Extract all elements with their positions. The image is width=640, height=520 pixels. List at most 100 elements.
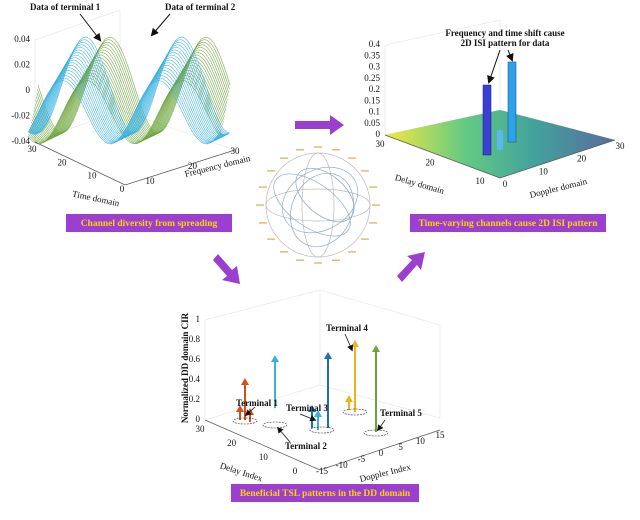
wave-line (32, 57, 226, 139)
panel-2: Frequency and time shift cause 2D ISI pa… (384, 19, 616, 232)
z-tick-label: 0.6 (189, 354, 201, 364)
stem-head (351, 340, 359, 347)
x-tick-label: 10 (476, 176, 486, 186)
x-label: Time domain (71, 189, 120, 209)
stem-head (345, 395, 353, 402)
pointer (276, 426, 291, 443)
z-tick-label: 0.8 (189, 334, 201, 344)
pointer (377, 419, 386, 432)
base-ring (232, 417, 258, 425)
terminal-label: Terminal 1 (236, 398, 278, 408)
x-tick-label: 10 (259, 452, 269, 462)
caption: Beneficial TSL patterns in the DD domain (240, 489, 411, 499)
z-tick-label: 0.1 (369, 107, 380, 117)
y-tick-label: -15 (316, 466, 328, 476)
pointer (344, 333, 354, 352)
caption-box (66, 214, 232, 232)
x-tick-label: 0 (120, 184, 125, 194)
pointer (244, 406, 256, 417)
caption: Time-varying channels cause 2D ISI patte… (418, 219, 598, 229)
z-tick-label: -0.02 (11, 111, 30, 121)
pointer (79, 13, 102, 42)
z-tick-label: 0 (196, 414, 201, 424)
panel-1: Time domain Frequency domain Data of ter… (27, 2, 252, 232)
z-tick-label: 0 (26, 85, 31, 95)
x-tick-label: 30 (376, 139, 386, 149)
wave-line (29, 69, 223, 142)
stem-head (324, 352, 332, 359)
terminal-label: Terminal 4 (326, 323, 368, 333)
x-tick-label: 30 (28, 144, 38, 154)
x-label: Delay Index (219, 460, 265, 483)
y-tick-label: 10 (416, 436, 426, 446)
isi-bar (497, 130, 503, 150)
stem-head (236, 405, 244, 412)
x-tick-label: 20 (58, 157, 68, 167)
sphere (265, 152, 371, 258)
terminal-label: Terminal 5 (380, 408, 422, 418)
y-tick-label: 30 (616, 141, 626, 151)
y-label: Doppler Index (359, 461, 413, 483)
base-ring (363, 429, 389, 437)
stem-head (308, 405, 316, 412)
stem-head (372, 345, 380, 352)
z-tick-label: 0.4 (189, 374, 201, 384)
z-label: Normalized DD domain CIR (180, 312, 190, 423)
panel-3: Normalized DD domain CIR Delay Index Dop… (180, 289, 441, 502)
y-tick-label: 20 (188, 161, 198, 171)
z-tick-label: -0.04 (11, 136, 30, 146)
terminal-label: Terminal 2 (285, 441, 327, 451)
z-tick-label: 1 (196, 314, 201, 324)
wave-line (27, 80, 221, 145)
y-tick-label: 10 (146, 176, 156, 186)
y-tick-label: 15 (436, 430, 446, 440)
base-ring (309, 426, 335, 434)
pointer (150, 13, 171, 37)
wave-line (33, 54, 227, 138)
z-tick-label: 0.02 (14, 60, 30, 70)
wave-line (35, 47, 228, 136)
stem-head (271, 355, 279, 362)
annotation: Data of terminal 2 (165, 2, 236, 12)
z-tick-label: 0.2 (189, 394, 200, 404)
base-ring (262, 421, 288, 429)
caption-box (231, 484, 419, 502)
wave-line (37, 37, 231, 133)
pointer (299, 413, 317, 422)
wave-line (32, 59, 225, 140)
z-tick-label: 0 (376, 129, 381, 139)
z-tick-label: 0.35 (364, 50, 380, 60)
y-tick-label: 10 (539, 166, 549, 176)
isi-bar (507, 61, 517, 143)
annotation: Data of terminal 1 (30, 2, 101, 12)
z-tick-label: 0.3 (369, 62, 381, 72)
base-ring (342, 408, 368, 416)
x-tick-label: 20 (426, 158, 436, 168)
wave-line (31, 64, 224, 141)
caption-box (410, 214, 606, 232)
z-tick-label: 0.2 (369, 84, 380, 94)
y-label: Doppler domain (529, 176, 589, 200)
stem-head (241, 378, 249, 385)
y-tick-label: 20 (577, 154, 587, 164)
annotation: Frequency and time shift cause (445, 28, 564, 38)
annotation: 2D ISI pattern for data (461, 38, 550, 48)
wave-line (28, 77, 221, 144)
wave-line (32, 57, 226, 139)
x-tick-label: 0 (293, 466, 298, 476)
y-tick-label: 0 (503, 179, 508, 189)
wave-line (37, 39, 230, 134)
flow-arrows (213, 115, 425, 284)
wave-line (29, 72, 222, 143)
isi-bar (482, 84, 492, 156)
y-tick-label: 5 (398, 442, 403, 452)
z-tick-label: 0.4 (369, 39, 381, 49)
z-tick-label: 0.15 (364, 95, 380, 105)
wave-line (31, 62, 225, 140)
z-tick-label: 0.04 (14, 34, 30, 44)
y-tick-label: -5 (358, 454, 366, 464)
x-tick-label: 10 (88, 171, 98, 181)
wave-line (28, 75, 222, 143)
y-tick-label: 0 (379, 448, 384, 458)
